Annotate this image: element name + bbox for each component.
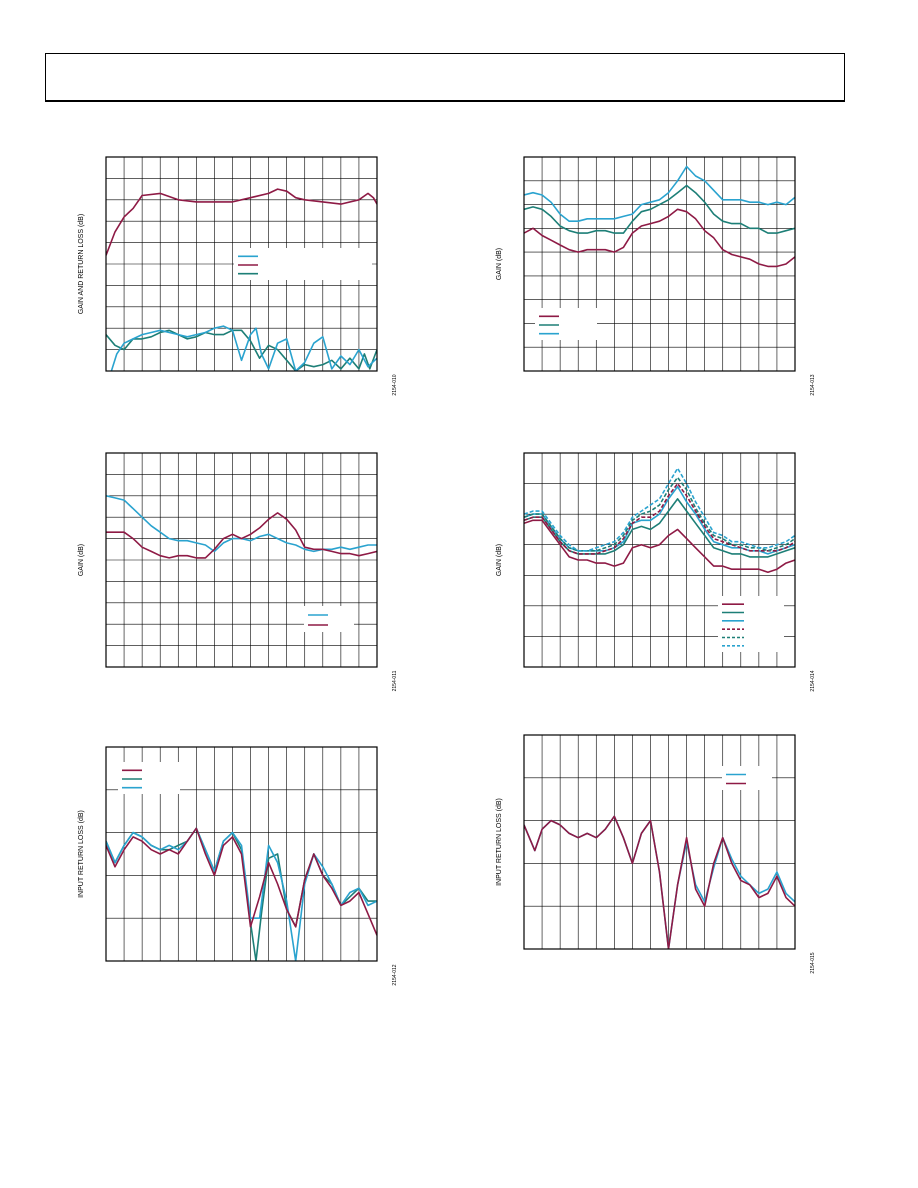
chart-gain-c: GAIN (dB) 2154-014 xyxy=(496,452,816,692)
legend xyxy=(234,248,372,280)
legend-background xyxy=(722,766,772,790)
plot-frame xyxy=(523,452,796,668)
figure-gain-b: GAIN (dB) 2154-013 xyxy=(480,140,820,410)
legend-background xyxy=(304,606,354,632)
legend xyxy=(304,606,354,632)
legend-background xyxy=(535,308,597,340)
series-line-cyan xyxy=(524,815,795,949)
series-line-magenta-dashed xyxy=(524,482,795,555)
series-group xyxy=(106,827,377,961)
series-group xyxy=(524,165,795,268)
figure-id: 2154-010 xyxy=(392,374,398,395)
figure-id: 2154-013 xyxy=(810,374,816,395)
figure-id: 2154-011 xyxy=(392,670,398,691)
legend-background xyxy=(718,596,784,652)
series-line-cyan xyxy=(106,495,377,553)
series-line-magenta xyxy=(524,815,795,949)
series-line-magenta xyxy=(524,519,795,573)
chart-gain-return-loss: GAIN AND RETURN LOSS (dB) 2154-010 xyxy=(78,156,398,396)
figure-id: 2154-014 xyxy=(810,670,816,691)
series-group xyxy=(106,188,377,371)
plot-frame xyxy=(105,452,378,668)
plot-frame xyxy=(523,734,796,950)
figure-id: 2154-015 xyxy=(810,952,816,973)
series-line-magenta xyxy=(106,512,377,559)
y-axis-label: GAIN (dB) xyxy=(78,544,85,576)
y-axis-label: GAIN AND RETURN LOSS (dB) xyxy=(78,214,85,314)
series-line-magenta xyxy=(106,188,377,256)
figure-gain-c: GAIN (dB) 2154-014 xyxy=(480,436,820,706)
figure-input-return-loss-a: INPUT RETURN LOSS (dB) 2154-012 xyxy=(62,730,402,1000)
legend-background xyxy=(118,762,180,794)
series-line-teal-dashed xyxy=(524,476,795,552)
series-line-magenta xyxy=(106,827,377,936)
y-axis-label: GAIN (dB) xyxy=(496,248,503,280)
y-axis-label: GAIN (dB) xyxy=(496,544,503,576)
chart-input-return-loss-a: INPUT RETURN LOSS (dB) 2154-012 xyxy=(78,746,398,986)
series-group xyxy=(106,495,377,559)
grid xyxy=(106,453,377,667)
plot-frame xyxy=(105,746,378,962)
page-header-box xyxy=(45,53,845,102)
chart-input-return-loss-b: INPUT RETURN LOSS (dB) 2154-015 xyxy=(496,734,816,974)
series-line-cyan xyxy=(106,827,377,961)
chart-gain-a: GAIN (dB) 2154-011 xyxy=(78,452,398,691)
series-line-teal xyxy=(106,329,377,371)
series-group xyxy=(524,467,795,573)
figure-id: 2154-012 xyxy=(392,964,398,985)
chart-gain-b: GAIN (dB) 2154-013 xyxy=(496,156,816,396)
plot-frame xyxy=(105,156,378,372)
legend xyxy=(535,308,597,340)
figure-input-return-loss-b: INPUT RETURN LOSS (dB) 2154-015 xyxy=(480,718,820,988)
legend-background xyxy=(234,248,372,280)
series-group xyxy=(524,815,795,949)
series-line-cyan xyxy=(524,165,795,222)
plot-frame xyxy=(523,156,796,372)
series-line-magenta xyxy=(524,208,795,268)
series-line-cyan-dashed xyxy=(524,467,795,552)
y-axis-label: INPUT RETURN LOSS (dB) xyxy=(78,810,85,898)
legend xyxy=(118,762,180,794)
y-axis-label: INPUT RETURN LOSS (dB) xyxy=(496,798,503,886)
series-line-cyan xyxy=(110,325,377,371)
legend xyxy=(722,766,772,790)
legend xyxy=(718,596,784,652)
series-line-teal xyxy=(524,184,795,234)
figure-gain-return-loss: GAIN AND RETURN LOSS (dB) 2154-010 xyxy=(62,140,402,410)
figure-gain-a: GAIN (dB) 2154-011 xyxy=(62,436,402,706)
